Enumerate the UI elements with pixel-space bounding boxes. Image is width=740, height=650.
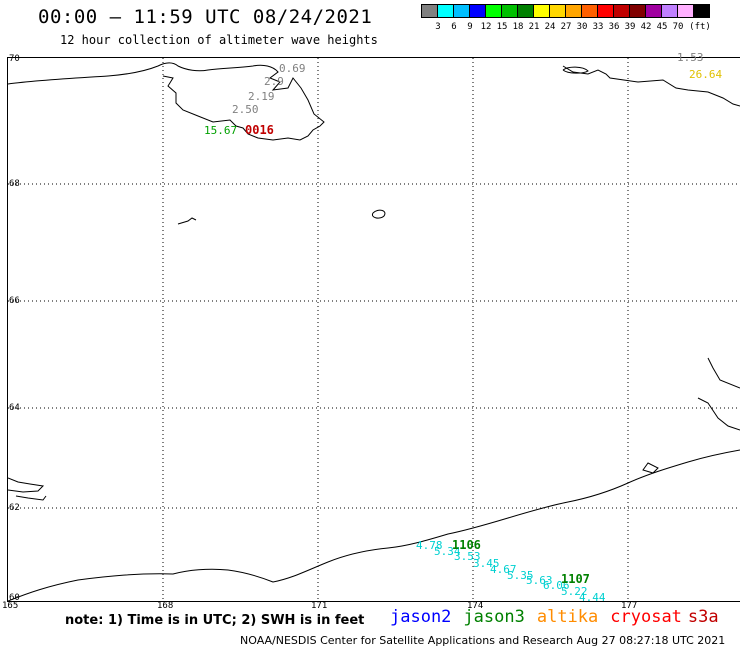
- swh-value: 6.06: [543, 579, 570, 592]
- legend-swatch: [597, 4, 614, 18]
- lat-label-66: 66: [9, 296, 20, 306]
- lon-label-165: 165: [2, 601, 19, 611]
- legend-swatches: [421, 4, 710, 18]
- legend-swatch: [629, 4, 646, 18]
- satellite-altika: altika: [536, 607, 599, 627]
- legend-swatch: [469, 4, 486, 18]
- legend-tick-label: 3: [435, 22, 441, 32]
- legend-swatch: [661, 4, 678, 18]
- legend-tick-label: 33: [592, 22, 604, 32]
- legend-tick-label: (ft): [689, 22, 711, 32]
- map-graticule-and-coast: [8, 58, 740, 601]
- lat-label-70: 70: [9, 54, 20, 64]
- legend-tick-label: 42: [640, 22, 652, 32]
- swh-value: 2.9: [264, 75, 284, 88]
- lon-label-177: 177: [621, 601, 638, 611]
- swh-value: 5.63: [526, 574, 553, 587]
- satellite-jason3: jason3: [463, 607, 525, 627]
- lat-label-64: 64: [9, 403, 20, 413]
- swh-value: 4.67: [490, 563, 517, 576]
- credit-line: NOAA/NESDIS Center for Satellite Applica…: [240, 634, 726, 647]
- page-title: 00:00 – 11:59 UTC 08/24/2021: [38, 6, 373, 28]
- legend-swatch: [549, 4, 566, 18]
- swh-value: 0.69: [279, 62, 306, 75]
- lat-label-68: 68: [9, 179, 20, 189]
- page-subtitle: 12 hour collection of altimeter wave hei…: [60, 33, 378, 47]
- legend-tick-label: 45: [656, 22, 668, 32]
- legend-tick-label: 21: [528, 22, 540, 32]
- pass-time-label: 0016: [245, 123, 274, 137]
- legend-swatch: [533, 4, 550, 18]
- swh-value: 5.34: [434, 545, 461, 558]
- legend-swatch: [485, 4, 502, 18]
- satellite-s3a: s3a: [687, 607, 719, 627]
- legend-swatch: [645, 4, 662, 18]
- lon-label-171: 171: [311, 601, 328, 611]
- legend-tick-label: 15: [496, 22, 508, 32]
- legend-swatch: [421, 4, 438, 18]
- swh-value: 3.53: [454, 550, 481, 563]
- satellite-key: jason2 jason3 altika cryosat s3a: [390, 607, 731, 627]
- legend-swatch: [453, 4, 470, 18]
- swh-value: 15.67: [204, 124, 238, 137]
- swh-value: 1.53: [677, 51, 704, 64]
- swh-value: 4.78: [416, 539, 443, 552]
- swh-value: 2.19: [248, 90, 275, 103]
- legend-tick-label: 36: [608, 22, 620, 32]
- legend-tick-label: 70: [672, 22, 684, 32]
- color-legend: 3 6 9 12 15 18 21 24 27 30 33 36 39 42 45 70 (ft): [421, 4, 711, 32]
- legend-swatch: [565, 4, 582, 18]
- legend-tick-label: 39: [624, 22, 636, 32]
- legend-tick-label: 9: [467, 22, 473, 32]
- units-note: note: 1) Time is in UTC; 2) SWH is in fe…: [65, 613, 365, 628]
- lon-label-174: 174: [467, 601, 484, 611]
- pass-time-label: 1107: [561, 572, 590, 586]
- legend-tick-label: 18: [512, 22, 524, 32]
- legend-tick-label: 12: [480, 22, 492, 32]
- legend-ticks: 3 6 9 12 15 18 21 24 27 30 33 36 39 42 45 70 (ft): [422, 22, 740, 34]
- legend-swatch: [581, 4, 598, 18]
- legend-swatch: [517, 4, 534, 18]
- pass-time-label: 1106: [452, 538, 481, 552]
- lat-label-60: 60: [9, 593, 20, 603]
- swh-value: 4.44: [579, 591, 606, 604]
- coastline: [8, 62, 740, 601]
- lon-label-168: 168: [157, 601, 174, 611]
- legend-swatch: [613, 4, 630, 18]
- swh-value: 5.35: [507, 569, 534, 582]
- legend-swatch: [693, 4, 710, 18]
- graticule-lines: [8, 58, 740, 601]
- satellite-cryosat: cryosat: [610, 607, 682, 627]
- legend-swatch: [501, 4, 518, 18]
- satellite-jason2: jason2: [390, 607, 452, 627]
- legend-tick-label: 30: [576, 22, 588, 32]
- swh-value: 3.45: [473, 557, 500, 570]
- legend-tick-label: 6: [451, 22, 457, 32]
- swh-value: 2.50: [232, 103, 259, 116]
- legend-swatch: [677, 4, 694, 18]
- swh-value: 5.22: [561, 585, 588, 598]
- legend-swatch: [437, 4, 454, 18]
- lat-label-62: 62: [9, 503, 20, 513]
- swh-value: 26.64: [689, 68, 723, 81]
- legend-tick-label: 24: [544, 22, 556, 32]
- legend-tick-label: 27: [560, 22, 572, 32]
- altimeter-map: 70 68 66 64 62 60 165 168 171 174 177 0.…: [2, 52, 740, 611]
